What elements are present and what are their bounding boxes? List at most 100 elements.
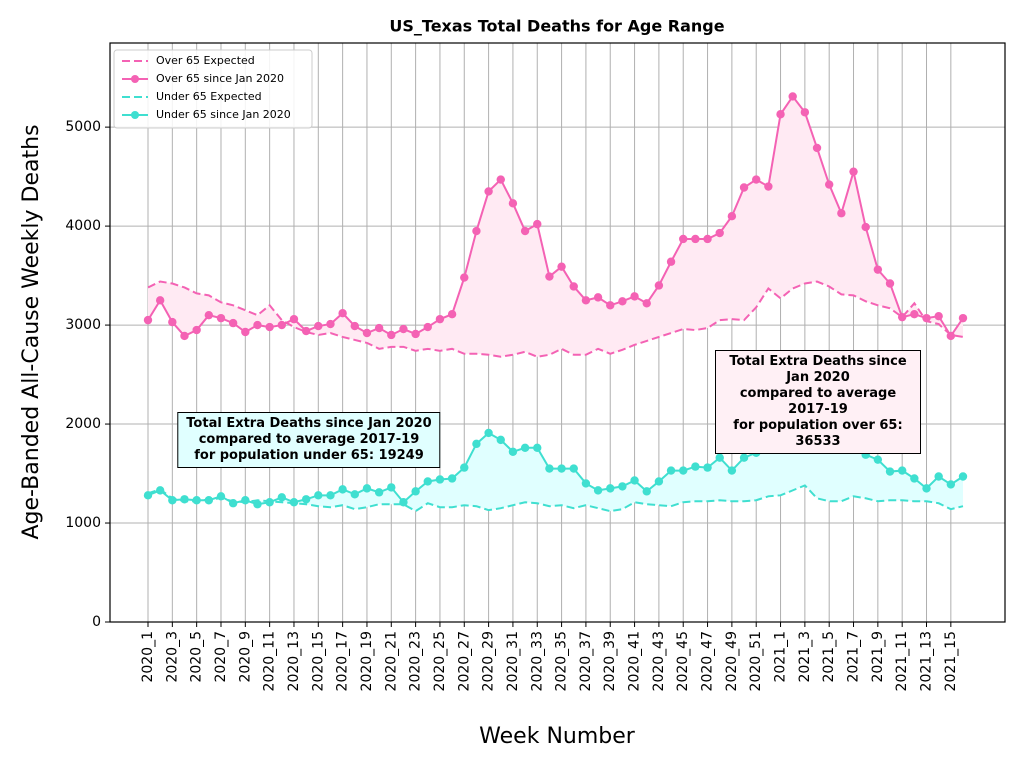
marker [666, 257, 676, 266]
marker [350, 490, 359, 499]
marker [326, 319, 335, 329]
marker [837, 209, 846, 218]
marker [314, 321, 323, 331]
marker [155, 486, 165, 495]
marker [362, 328, 372, 338]
marker [776, 110, 785, 119]
marker [569, 282, 578, 291]
annotation: Total Extra Deaths since Jan 2020 compar… [177, 412, 441, 468]
marker [168, 496, 177, 505]
x-tick-label: 2020_11 [262, 631, 278, 691]
marker [557, 464, 566, 473]
marker [946, 331, 956, 341]
marker [228, 318, 238, 328]
marker [508, 199, 518, 208]
marker [958, 472, 968, 481]
marker [739, 183, 749, 192]
series-line [147, 484, 964, 513]
x-tick-label: 2020_47 [700, 631, 716, 691]
x-tick-label: 2020_41 [627, 631, 643, 691]
marker [715, 453, 724, 462]
x-tick-label: 2021_7 [846, 631, 862, 683]
marker [143, 491, 153, 500]
marker [460, 463, 469, 472]
x-tick-label: 2020_37 [578, 631, 594, 691]
annotation: Total Extra Deaths since Jan 2020 compar… [715, 350, 921, 454]
marker [204, 310, 214, 320]
marker [496, 435, 505, 445]
marker [691, 462, 700, 471]
marker [192, 325, 201, 335]
marker [387, 330, 396, 340]
marker [606, 484, 615, 493]
marker [533, 443, 542, 453]
marker [934, 472, 943, 481]
marker [350, 321, 359, 331]
x-tick-label: 2020_3 [164, 631, 180, 683]
y-axis-label: Age-Banded All-Cause Weekly Deaths [19, 124, 44, 539]
x-tick-label: 2020_1 [140, 631, 156, 683]
x-tick-label: 2021_15 [943, 631, 959, 691]
marker [301, 326, 311, 336]
marker [630, 292, 639, 301]
marker [946, 480, 956, 489]
legend-marker [131, 111, 139, 119]
marker [642, 487, 651, 496]
marker [155, 296, 165, 305]
marker [520, 226, 530, 236]
x-tick-label: 2020_15 [310, 631, 326, 691]
marker [764, 182, 773, 191]
marker [338, 309, 347, 318]
marker [447, 474, 457, 483]
legend-label: Over 65 Expected [156, 54, 255, 67]
marker [630, 476, 639, 485]
x-tick-label: 2020_21 [383, 631, 399, 691]
marker [727, 212, 737, 221]
x-tick-label: 2021_11 [894, 631, 910, 691]
marker [618, 482, 627, 491]
marker [143, 315, 153, 325]
marker [241, 496, 250, 505]
marker [192, 496, 201, 505]
chart-title: US_Texas Total Deaths for Age Range [389, 17, 724, 36]
marker [533, 219, 542, 229]
marker [289, 314, 299, 324]
x-tick-label: 2020_31 [505, 631, 521, 691]
y-tick-label: 4000 [65, 218, 101, 234]
x-tick-label: 2021_9 [870, 631, 886, 683]
x-tick-label: 2020_9 [237, 631, 253, 683]
marker [399, 498, 408, 507]
plot-frame [109, 42, 1006, 623]
marker [277, 493, 287, 502]
marker [338, 485, 347, 494]
marker [654, 281, 664, 290]
x-tick-label: 2021_1 [773, 631, 789, 683]
marker [715, 228, 724, 238]
marker [824, 180, 834, 189]
marker [253, 500, 262, 509]
x-tick-label: 2020_27 [456, 631, 472, 691]
marker [277, 320, 287, 330]
marker [703, 234, 712, 244]
marker [593, 293, 603, 302]
marker [812, 143, 822, 153]
legend-label: Under 65 Expected [156, 90, 262, 103]
marker [885, 467, 895, 476]
series-line [147, 280, 964, 358]
fill-between [148, 96, 963, 357]
marker [289, 498, 299, 507]
y-tick-label: 2000 [65, 416, 101, 432]
marker [910, 474, 919, 483]
marker [399, 324, 408, 334]
x-tick-label: 2020_5 [189, 631, 205, 683]
marker [326, 491, 335, 500]
marker [897, 312, 907, 322]
x-axis-label: Week Number [479, 724, 636, 749]
marker [484, 187, 493, 196]
marker [374, 323, 384, 333]
marker [228, 499, 238, 508]
legend-marker [131, 75, 139, 83]
x-tick-label: 2021_13 [919, 631, 935, 691]
marker [423, 477, 432, 486]
